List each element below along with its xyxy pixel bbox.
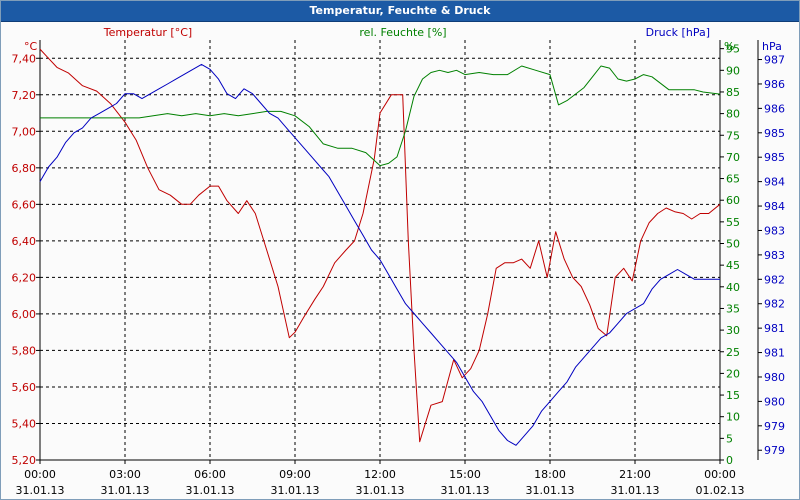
humidity-tick-label: 50 [726,238,740,251]
humidity-tick-label: 95 [726,43,740,56]
pressure-tick-label: 981 [764,347,785,360]
legend: Temperatur [°C] rel. Feuchte [%] Druck [… [103,26,710,39]
pressure-line [39,63,720,446]
pressure-tick-label: 981 [764,322,785,335]
humidity-tick-label: 90 [726,64,740,77]
humidity-tick-label: 15 [726,389,740,402]
pressure-axis: hPa 987 986 986 985 985 984 984 983 983 982 982 981… [757,40,785,460]
time-tick-label: 03:00 [109,468,141,481]
time-tick-label: 00:00 [24,468,56,481]
date-tick-label: 31.01.13 [271,484,320,497]
humidity-tick-label: 70 [726,151,740,164]
time-tick-label: 09:00 [279,468,311,481]
pressure-tick-label: 987 [764,54,785,67]
pressure-tick-label: 983 [764,249,785,262]
pressure-tick-label: 980 [764,371,785,384]
humidity-tick-label: 85 [726,86,740,99]
date-tick-label: 31.01.13 [526,484,575,497]
humidity-tick-label: 20 [726,367,740,380]
time-tick-label: 15:00 [449,468,481,481]
humidity-unit-label: % [724,40,734,53]
temperature-tick-label: 7,00 [12,125,37,138]
temperature-tick-label: 6,40 [12,235,37,248]
humidity-tick-label: 45 [726,259,740,272]
date-tick-label: 31.01.13 [16,484,65,497]
pressure-tick-label: 983 [764,224,785,237]
time-tick-label: 21:00 [619,468,651,481]
temperature-tick-label: 5,40 [12,417,37,430]
chart-title: Temperatur, Feuchte & Druck [309,4,491,17]
legend-temperature: Temperatur [°C] [103,26,192,39]
temperature-unit-label: °C [24,40,38,53]
temperature-axis: °C 7,40 7,20 7,00 6,80 6,60 6,40 6,20 6,00 5,80 5… [12,40,40,467]
pressure-tick-label: 984 [764,176,785,189]
pressure-unit-label: hPa [762,40,782,53]
grid-lines [40,40,720,461]
date-tick-label: 31.01.13 [101,484,150,497]
pressure-tick-label: 985 [764,151,785,164]
time-tick-label: 18:00 [534,468,566,481]
humidity-tick-label: 75 [726,129,740,142]
humidity-line [40,65,721,167]
humidity-tick-label: 35 [726,302,740,315]
pressure-tick-label: 986 [764,102,785,115]
date-tick-label: 31.01.13 [186,484,235,497]
pressure-tick-label: 982 [764,298,785,311]
pressure-tick-label: 979 [764,420,785,433]
humidity-tick-label: 40 [726,281,740,294]
pressure-tick-label: 986 [764,78,785,91]
pressure-tick-label: 984 [764,200,785,213]
humidity-tick-label: 55 [726,216,740,229]
date-tick-label: 31.01.13 [356,484,405,497]
series-lines [39,48,721,446]
temperature-tick-label: 6,20 [12,271,37,284]
humidity-tick-label: 80 [726,108,740,121]
temperature-tick-label: 5,60 [12,381,37,394]
time-tick-label: 00:00 [704,468,736,481]
temperature-tick-label: 6,00 [12,308,37,321]
temperature-line [39,48,721,443]
pressure-tick-label: 982 [764,273,785,286]
pressure-tick-label: 980 [764,395,785,408]
humidity-tick-label: 5 [726,432,733,445]
humidity-tick-label: 30 [726,324,740,337]
pressure-tick-label: 979 [764,444,785,457]
temperature-tick-label: 5,20 [12,454,37,467]
humidity-tick-label: 25 [726,346,740,359]
humidity-tick-label: 0 [726,454,733,467]
legend-humidity: rel. Feuchte [%] [359,26,446,39]
humidity-tick-label: 10 [726,411,740,424]
humidity-tick-label: 65 [726,173,740,186]
title-bar: Temperatur, Feuchte & Druck [1,1,799,22]
date-tick-label: 01.02.13 [696,484,745,497]
temperature-tick-label: 6,60 [12,198,37,211]
date-tick-label: 31.01.13 [441,484,490,497]
time-tick-label: 06:00 [194,468,226,481]
date-tick-label: 31.01.13 [611,484,660,497]
time-tick-label: 12:00 [364,468,396,481]
temperature-tick-label: 6,80 [12,162,37,175]
temperature-tick-label: 7,40 [12,52,37,65]
time-axis: 00:00 31.01.13 03:00 31.01.13 06:00 31.01.13 0… [16,460,745,497]
pressure-tick-label: 985 [764,127,785,140]
temperature-tick-label: 7,20 [12,89,37,102]
legend-pressure: Druck [hPa] [646,26,710,39]
humidity-tick-label: 60 [726,194,740,207]
temperature-tick-label: 5,80 [12,344,37,357]
